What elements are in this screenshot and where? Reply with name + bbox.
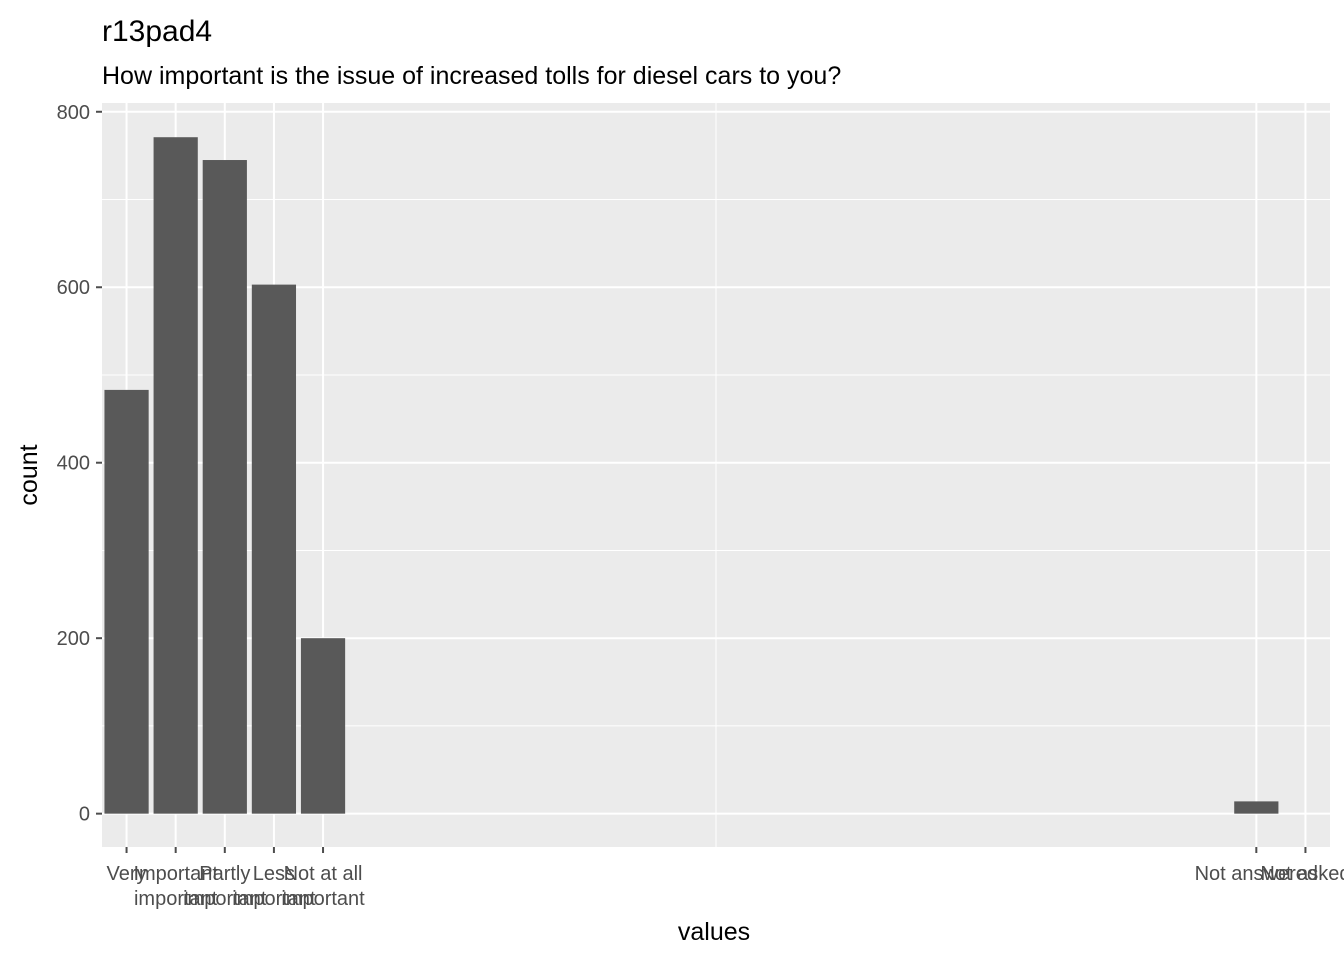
x-tick-label: important (134, 888, 218, 910)
y-tick-label: 800 (57, 102, 90, 124)
bar (300, 638, 346, 814)
bar (251, 284, 297, 814)
y-axis-title: count (15, 444, 43, 505)
y-axis: 0 200 400 600 800 (57, 102, 102, 826)
x-tick-label: Important (133, 863, 218, 885)
x-tick-label: Not at all (284, 863, 363, 885)
x-tick-label: Partly (199, 863, 250, 885)
y-tick-label: 200 (57, 628, 90, 650)
chart-subtitle: How important is the issue of increased … (102, 62, 841, 90)
x-tick-label: Not asked (1260, 863, 1344, 885)
x-tick-label: Not answered (1195, 863, 1318, 885)
bar (153, 137, 198, 814)
bar (1234, 801, 1279, 814)
x-axis-title: values (678, 918, 750, 946)
bar (104, 389, 149, 814)
x-tick-label: Very (107, 863, 147, 885)
x-tick-label: Less (253, 863, 295, 885)
x-tick-label: important (232, 888, 316, 910)
bars (104, 137, 1279, 814)
x-tick-label: important (281, 888, 365, 910)
chart-title: r13pad4 (102, 15, 212, 48)
y-tick-label: 0 (79, 804, 90, 826)
y-tick-label: 600 (57, 277, 90, 299)
bar (202, 160, 247, 814)
x-tick-label: important (183, 888, 267, 910)
y-tick-label: 400 (57, 453, 90, 475)
